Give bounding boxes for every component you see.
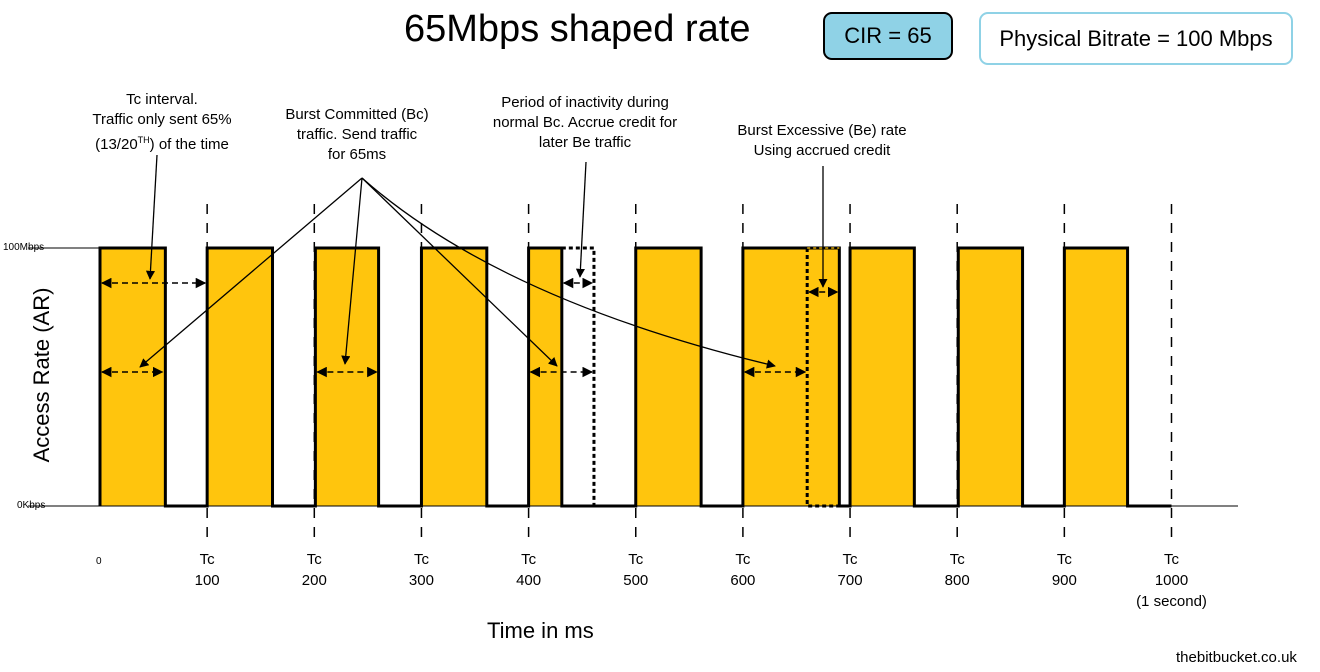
site-credit: thebitbucket.co.uk [1176,649,1297,666]
inactivity-pointer [575,161,587,278]
burst-bar-7 [742,248,840,506]
annotation-inactivity-line1: Period of inactivity during [501,94,669,111]
traffic-signal-line [98,246,1172,508]
x-tick-label-500: Tc 500 [591,549,681,591]
x-tick-prefix: Tc [413,551,429,568]
x-tick-label-600: Tc 600 [698,549,788,591]
x-tick-prefix: Tc [949,551,965,568]
tc-pointer [145,154,158,280]
x-tick-value: 900 [1051,572,1077,589]
burst-bar-5 [528,248,562,506]
annotation-tc-line3: (13/20TH) of the time [95,135,229,153]
x-origin-label: 0 [96,556,102,567]
x-tick-label-400: Tc 400 [484,549,574,591]
burst-bar-10 [1064,248,1128,506]
x-tick-label-800: Tc 800 [912,549,1002,591]
annotation-be-line1: Burst Excessive (Be) rate [737,122,907,139]
annotation-tc-interval: Tc interval. Traffic only sent 65% (13/2… [62,90,262,155]
y-label-0kbps: 0Kbps [17,500,46,511]
physical-bitrate-box: Physical Bitrate = 100 Mbps [979,12,1293,65]
burst-bar-4 [421,248,487,506]
x-tick-prefix: Tc [306,551,322,568]
x-tick-label-1000: Tc 1000 (1 second) [1127,549,1217,612]
x-tick-value: 100 [194,572,220,589]
annotation-bc-line2: traffic. Send traffic [296,126,418,143]
inactivity-window-outline [561,246,596,506]
x-tick-label-700: Tc 700 [805,549,895,591]
x-tick-value: 600 [730,572,756,589]
x-tick-prefix: Tc [521,551,537,568]
x-tick-label-900: Tc 900 [1019,549,1109,591]
annotation-inactivity-line2: normal Bc. Accrue credit for [492,114,678,131]
be-window-outline [805,248,840,508]
burst-bar-3 [315,248,379,506]
bc-pointer-2 [341,177,363,365]
x-tick-value: 800 [944,572,970,589]
x-tick-label-100: Tc 100 [162,549,252,591]
annotation-be-line2: Using accrued credit [753,142,891,159]
x-tick-value: 400 [516,572,542,589]
x-tick-value: 200 [301,572,327,589]
annotation-tc-line1: Tc interval. [126,91,198,108]
annotation-tc-line2: Traffic only sent 65% [92,111,232,128]
x-tick-prefix: Tc [199,551,215,568]
x-tick-label-300: Tc 300 [376,549,466,591]
annotation-bc-line3: for 65ms [327,146,387,163]
bc-pointer-4 [361,177,776,369]
x-tick-prefix: Tc [1164,551,1179,568]
x-tick-label-200: Tc 200 [269,549,359,591]
burst-bar-8 [850,248,915,506]
cir-box: CIR = 65 [823,12,953,60]
annotation-inactivity-line3: later Be traffic [538,134,632,151]
annotation-be: Burst Excessive (Be) rate Using accrued … [712,121,932,161]
y-label-100mbps: 100Mbps [3,242,45,253]
x-tick-prefix: Tc [735,551,751,568]
x-tick-value: 500 [623,572,649,589]
annotation-bc-line1: Burst Committed (Bc) [285,106,429,123]
burst-bar-1 [100,248,166,506]
x-tick-value: 300 [408,572,434,589]
burst-bar-9 [958,248,1023,506]
annotation-bc: Burst Committed (Bc) traffic. Send traff… [262,105,452,165]
x-tick-value: 1000 [1154,572,1189,589]
bc-pointer-3 [361,177,558,367]
annotation-inactivity: Period of inactivity during normal Bc. A… [475,93,695,153]
burst-bar-2 [207,248,273,506]
burst-bar-6 [635,248,702,506]
bc-pointer-1 [139,177,363,368]
x-axis-title: Time in ms [487,618,594,643]
diagram-title: 65Mbps shaped rate [404,8,751,50]
x-tick-value: 700 [837,572,863,589]
x-tick-prefix: Tc [1056,551,1072,568]
x-tick-note: (1 second) [1136,593,1207,610]
x-tick-prefix: Tc [628,551,644,568]
y-axis-title: Access Rate (AR) [29,287,54,463]
x-tick-prefix: Tc [842,551,858,568]
